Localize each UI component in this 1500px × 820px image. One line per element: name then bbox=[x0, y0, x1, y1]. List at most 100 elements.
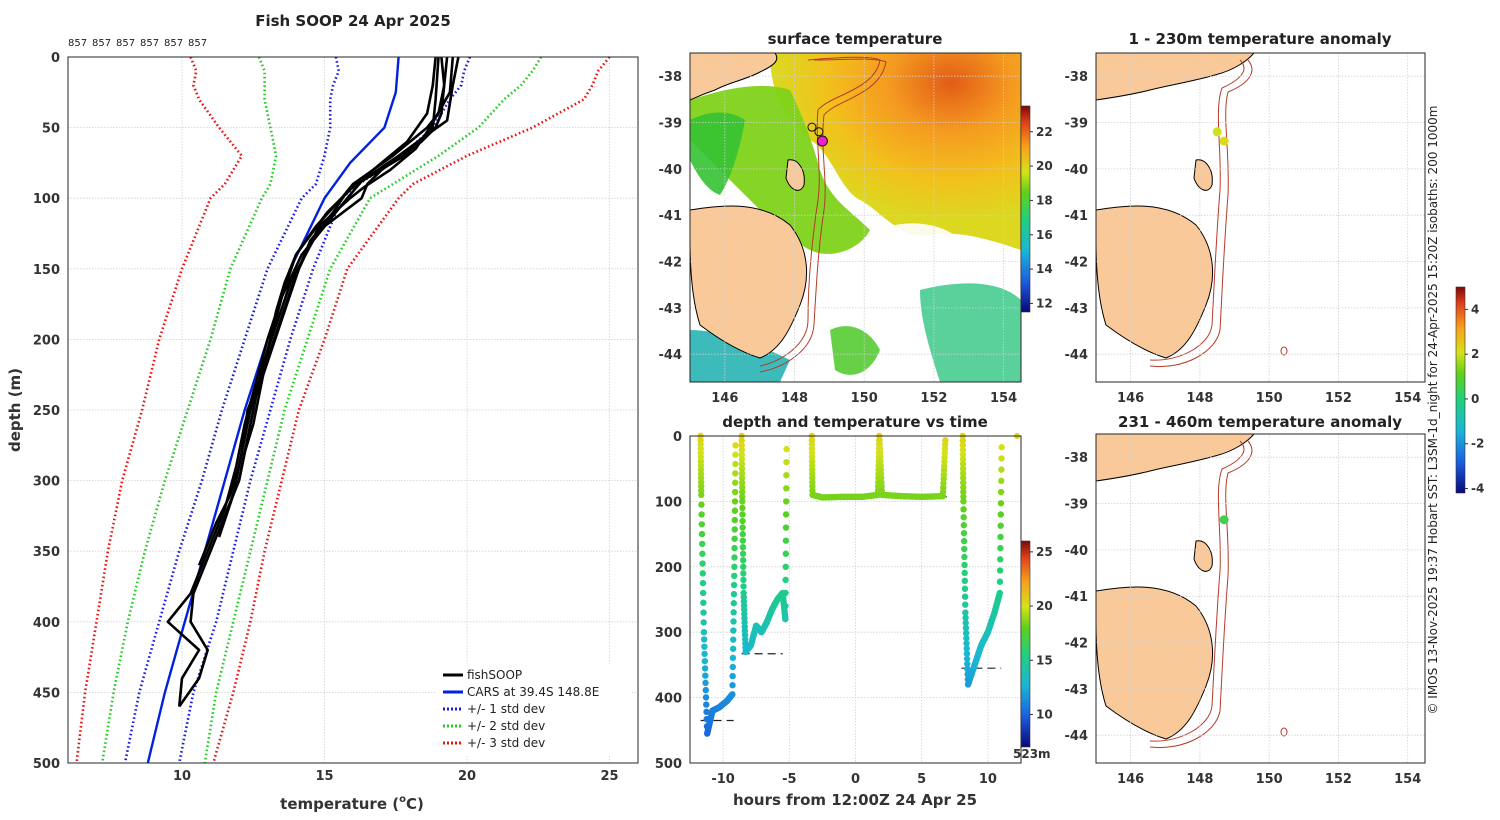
map-lat-tick-label: -43 bbox=[1065, 302, 1089, 317]
map-lon-tick-label: 148 bbox=[1186, 772, 1213, 787]
depth-time-y-tick-label: 400 bbox=[655, 692, 682, 707]
ship-position-past bbox=[807, 122, 817, 132]
map-lat-tick-label: -42 bbox=[1065, 637, 1089, 652]
dive-sample-point bbox=[963, 645, 970, 652]
dive-sample-point bbox=[960, 479, 967, 486]
dive-sample-point bbox=[701, 657, 709, 665]
dive-sample-point bbox=[698, 491, 705, 499]
dive-sample-point bbox=[960, 506, 967, 513]
dive-sample-point bbox=[963, 655, 971, 663]
depth-time-colorbar-bottom-label: 523m bbox=[1013, 747, 1051, 761]
depth-time-colorbar-ticks: 10 15 20 25 bbox=[1030, 545, 1053, 721]
shallow-anomaly-grid bbox=[1096, 53, 1425, 382]
dive-sample-point bbox=[738, 460, 746, 468]
dive-sample-point bbox=[961, 585, 969, 592]
dive-sample-point bbox=[703, 708, 710, 716]
colorbar-tick-label: 16 bbox=[1036, 228, 1053, 242]
fishsoop-cast-line bbox=[237, 56, 440, 481]
dive-sample-point bbox=[698, 521, 706, 528]
dive-sample-point bbox=[699, 579, 707, 587]
dive-sample-point bbox=[960, 493, 967, 500]
anomaly-deep-title: 231 - 460m temperature anomaly bbox=[1118, 413, 1402, 431]
dive-sample-point bbox=[783, 458, 790, 466]
temperature-depth-profile-chart: Fish SOOP 24 Apr 2025 857 857 857 857 85… bbox=[6, 12, 639, 813]
deep-anomaly-ticks: 146 148 150 152 154 -38 -39 -40 -41 -42 -43 -44 bbox=[1065, 451, 1422, 787]
map-lat-tick-label: -40 bbox=[1065, 544, 1089, 559]
isobath-200m bbox=[1149, 440, 1245, 742]
profile-y-tick-label: 100 bbox=[33, 192, 60, 207]
dive-sample-point bbox=[730, 600, 737, 607]
dive-sample-point bbox=[961, 553, 968, 561]
dive-sample-point bbox=[699, 570, 706, 577]
profile-y-tick-label: 250 bbox=[33, 404, 60, 419]
depth-time-grid bbox=[690, 435, 1021, 764]
dive-sample-point bbox=[782, 615, 789, 623]
deep-anomaly-grid bbox=[1096, 434, 1425, 763]
depth-time-x-tick-label: -10 bbox=[711, 772, 735, 787]
sst-map-ticks: 146 148 150 152 154 -38 -39 -40 -41 -42 -43 -44 bbox=[659, 70, 1018, 406]
dive-sample-point bbox=[738, 470, 746, 477]
dive-sample-point bbox=[782, 537, 790, 544]
sst-map-grid bbox=[690, 53, 1021, 382]
dive-sample-point bbox=[996, 578, 1004, 585]
dive-sample-point bbox=[782, 563, 789, 570]
dive-sample-point bbox=[738, 446, 745, 454]
profile-y-tick-label: 500 bbox=[33, 757, 60, 772]
profile-x-tick-label: 25 bbox=[600, 769, 618, 784]
dive-sample-point bbox=[729, 682, 736, 689]
shallow-anomaly-ticks: 146 148 150 152 154 -38 -39 -40 -41 -42 -43 -44 bbox=[1065, 70, 1422, 406]
dive-sample-point bbox=[738, 479, 746, 486]
dive-sample-point bbox=[731, 572, 738, 580]
dive-sample-point bbox=[959, 465, 967, 472]
dive-sample-point bbox=[959, 442, 967, 449]
map-lat-tick-label: -44 bbox=[659, 348, 683, 363]
dive-sample-point bbox=[961, 577, 969, 585]
map-lat-tick-label: -40 bbox=[659, 163, 683, 178]
dive-sample-point bbox=[997, 544, 1004, 552]
dive-sample-point bbox=[959, 460, 967, 468]
dive-sample-point bbox=[960, 522, 968, 529]
profile-y-tick-label: 350 bbox=[33, 545, 60, 560]
dive-sample-point bbox=[962, 601, 969, 608]
dive-sample-point bbox=[732, 442, 739, 449]
sst-cloud-gap bbox=[880, 223, 960, 267]
map-lat-tick-label: -44 bbox=[1065, 729, 1089, 744]
dive-sample-point bbox=[942, 437, 949, 444]
dive-sample-point bbox=[783, 445, 790, 453]
dive-sample-point bbox=[738, 451, 746, 458]
dive-sample-point bbox=[959, 456, 967, 463]
dive-sample-point bbox=[960, 514, 967, 521]
dive-sample-point bbox=[997, 533, 1004, 541]
cast-id-label: 857 bbox=[164, 38, 183, 49]
dive-sample-point bbox=[701, 643, 708, 650]
dive-sample-point bbox=[964, 660, 971, 668]
dive-sample-point bbox=[997, 556, 1004, 563]
dive-sample-point bbox=[960, 484, 967, 491]
dive-sample-point bbox=[997, 500, 1005, 507]
deep-anomaly-map: 231 - 460m temperature anomaly 146 148 150… bbox=[1065, 413, 1426, 787]
dive-sample-point bbox=[998, 477, 1005, 485]
sst-map-title: surface temperature bbox=[768, 30, 943, 48]
dive-sample-point bbox=[783, 472, 790, 479]
profile-x-axis-label: temperature (oC) bbox=[280, 794, 424, 813]
dive-sample-point bbox=[700, 609, 707, 616]
sst-cold-southwest bbox=[690, 330, 790, 382]
colorbar-tick-label: 10 bbox=[1036, 707, 1053, 721]
legend-label-std2: +/- 2 std dev bbox=[467, 719, 545, 733]
dive-sample-point bbox=[731, 488, 739, 496]
dive-sample-point bbox=[729, 663, 736, 671]
profile-y-tick-label: 150 bbox=[33, 263, 60, 278]
dive-sample-point bbox=[729, 672, 736, 680]
dive-sample-point bbox=[783, 485, 790, 492]
cast-id-label: 857 bbox=[116, 38, 135, 49]
legend-label-std1: +/- 1 std dev bbox=[467, 702, 545, 716]
profile-series-line bbox=[100, 56, 278, 764]
dive-sample-point bbox=[962, 609, 969, 616]
map-lat-tick-label: -44 bbox=[1065, 348, 1089, 363]
legend-label-std3: +/- 3 std dev bbox=[467, 736, 545, 750]
dive-sample-point bbox=[699, 550, 706, 557]
ship-positions bbox=[807, 122, 828, 147]
depth-time-y-tick-label: 500 bbox=[655, 757, 682, 772]
dive-sample-point bbox=[738, 484, 746, 491]
